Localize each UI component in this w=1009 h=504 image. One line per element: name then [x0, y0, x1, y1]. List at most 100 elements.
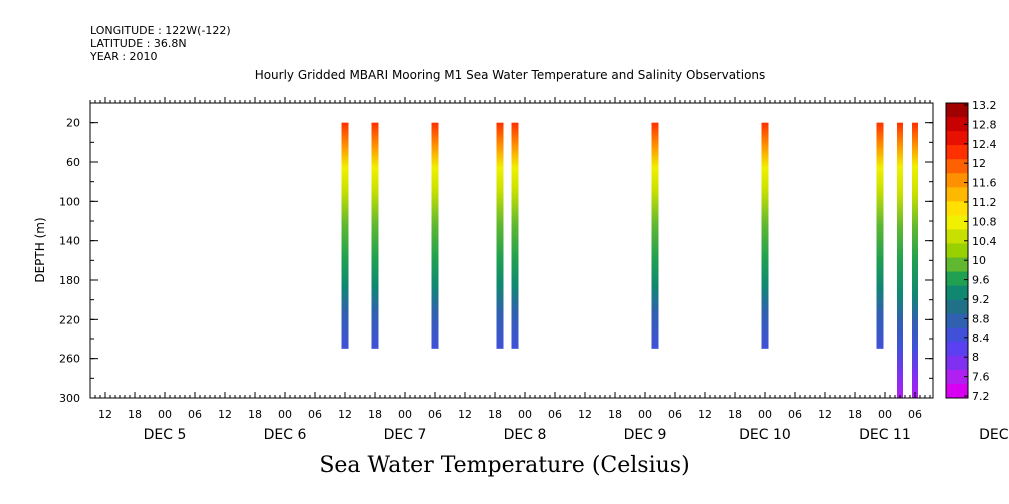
axes: 20 60 100 140 180 220 260 300 12 18 00 06 12 18 00 06 12…	[59, 97, 1009, 443]
colorbar-label: 12.4	[972, 138, 997, 151]
y-tick-label: 260	[59, 353, 80, 366]
colorbar-swatch	[946, 257, 968, 273]
x-date-label: DEC 11	[859, 427, 911, 443]
x-hour-label: 06	[668, 408, 682, 421]
colorbar-frame	[945, 102, 969, 399]
y-axis-label: DEPTH (m)	[33, 217, 47, 282]
x-hour-label: 18	[848, 408, 862, 421]
colorbar-label: 9.2	[972, 293, 990, 306]
y-tick-label: 300	[59, 392, 80, 405]
colorbar-label: 10.8	[972, 215, 997, 228]
colorbar-swatch	[946, 201, 968, 216]
colorbar-swatch	[946, 299, 968, 315]
y-tick-label: 100	[59, 195, 80, 208]
colorbar: 13.2 12.8 12.4 12 11.6 11.2 10.8 10.4 10 9.6 9.2 8.…	[945, 99, 997, 403]
temperature-profile-bar	[897, 122, 903, 399]
x-hour-label: 18	[368, 408, 382, 421]
x-date-label: DEC 5	[144, 427, 187, 443]
colorbar-swatch	[946, 285, 968, 301]
x-date-label: DEC 12	[979, 427, 1009, 443]
x-date-label: DEC 9	[624, 427, 667, 443]
y-tick-label: 140	[59, 235, 80, 248]
y-tick-label: 20	[66, 117, 80, 130]
year-label: YEAR : 2010	[90, 50, 158, 63]
temperature-profile-bar	[761, 122, 769, 349]
temperature-profile-bar	[496, 122, 504, 349]
x-hour-label: 06	[788, 408, 802, 421]
x-date-label: DEC 6	[264, 427, 307, 443]
temperature-profile-bar	[912, 122, 918, 399]
temperature-profile-bar	[371, 122, 379, 349]
y-tick-label: 220	[59, 313, 80, 326]
y-tick-label: 180	[59, 274, 80, 287]
x-hour-label: 00	[398, 408, 412, 421]
x-hour-label: 12	[98, 408, 112, 421]
x-hour-label: 12	[338, 408, 352, 421]
colorbar-swatch	[946, 229, 968, 244]
colorbar-label: 13.2	[972, 99, 997, 112]
colorbar-swatch	[946, 271, 968, 287]
colorbar-label: 8.8	[972, 312, 990, 325]
colorbar-swatch	[946, 327, 968, 343]
x-hour-label: 06	[548, 408, 562, 421]
x-hour-label: 18	[248, 408, 262, 421]
x-hour-label: 18	[488, 408, 502, 421]
colorbar-label: 10	[972, 254, 986, 267]
colorbar-label: 9.6	[972, 274, 990, 287]
colorbar-label: 8.4	[972, 332, 990, 345]
colorbar-label: 12.8	[972, 118, 997, 131]
x-hour-label: 00	[878, 408, 892, 421]
x-hour-label: 18	[608, 408, 622, 421]
temperature-profile-bar	[431, 122, 439, 349]
temperature-profile-bar	[651, 122, 659, 349]
x-hour-label: 12	[578, 408, 592, 421]
x-date-label: DEC 7	[384, 427, 427, 443]
x-hour-label: 00	[758, 408, 772, 421]
x-hour-label: 06	[428, 408, 442, 421]
colorbar-swatch	[946, 369, 968, 385]
latitude-label: LATITUDE : 36.8N	[90, 37, 187, 50]
x-hour-label: 00	[638, 408, 652, 421]
colorbar-label: 11.2	[972, 196, 997, 209]
colorbar-swatch	[946, 383, 968, 399]
temperature-profile-bar	[876, 122, 884, 349]
x-hour-label: 06	[308, 408, 322, 421]
temperature-profile-bar	[341, 122, 349, 349]
temperature-profile-bar	[511, 122, 519, 349]
x-hour-label: 06	[188, 408, 202, 421]
colorbar-swatch	[946, 145, 968, 160]
x-hour-label: 00	[518, 408, 532, 421]
colorbar-swatch	[946, 215, 968, 230]
x-hour-label: 12	[218, 408, 232, 421]
y-tick-label: 60	[66, 156, 80, 169]
x-hour-label: 12	[458, 408, 472, 421]
colorbar-swatch	[946, 341, 968, 357]
colorbar-swatch	[946, 313, 968, 329]
colorbar-label: 12	[972, 157, 986, 170]
profile-columns	[341, 122, 918, 399]
colorbar-swatch	[946, 187, 968, 202]
x-hour-label: 06	[908, 408, 922, 421]
colorbar-swatch	[946, 131, 968, 146]
x-hour-label: 12	[818, 408, 832, 421]
plot-frame	[89, 102, 934, 399]
colorbar-swatch	[946, 243, 968, 259]
x-hour-label: 12	[698, 408, 712, 421]
x-date-label: DEC 8	[504, 427, 547, 443]
colorbar-label: 10.4	[972, 235, 997, 248]
variable-label: Sea Water Temperature (Celsius)	[319, 453, 690, 478]
colorbar-label: 7.2	[972, 390, 990, 403]
x-hour-label: 00	[158, 408, 172, 421]
x-hour-label: 00	[278, 408, 292, 421]
colorbar-label: 7.6	[972, 371, 990, 384]
colorbar-swatch	[946, 355, 968, 371]
colorbar-swatch	[946, 173, 968, 188]
x-hour-label: 18	[728, 408, 742, 421]
x-date-label: DEC 10	[739, 427, 791, 443]
longitude-label: LONGITUDE : 122W(-122)	[90, 24, 231, 37]
colorbar-swatch	[946, 159, 968, 174]
chart-title: Hourly Gridded MBARI Mooring M1 Sea Wate…	[254, 68, 766, 82]
colorbar-label: 8	[972, 351, 979, 364]
x-hour-label: 18	[128, 408, 142, 421]
